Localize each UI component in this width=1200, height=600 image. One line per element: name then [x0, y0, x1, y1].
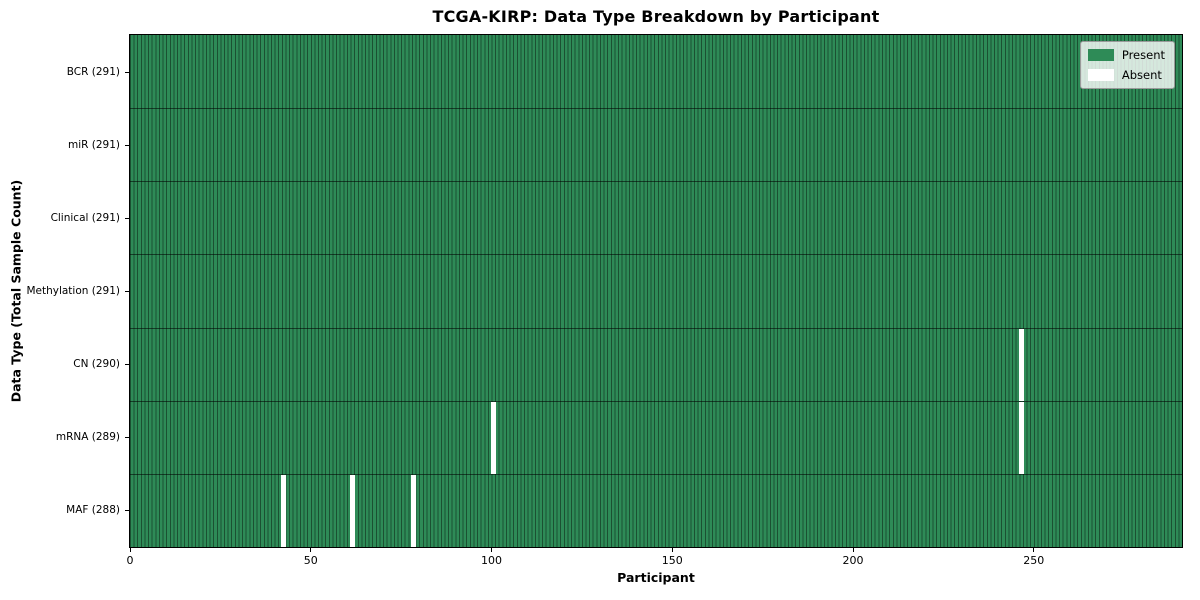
x-tick-label: 50 — [303, 554, 318, 567]
legend-label: Present — [1121, 48, 1165, 62]
x-tick-mark — [671, 548, 673, 552]
x-tick-mark — [1033, 548, 1035, 552]
y-tick-label: Clinical (291) — [50, 211, 120, 224]
absent-cell-marker — [1018, 328, 1024, 401]
y-tick-mark — [125, 510, 129, 512]
legend-swatch-absent — [1087, 69, 1114, 81]
absent-cell-marker — [490, 401, 496, 474]
datatype-row-mrna — [130, 400, 1182, 474]
y-tick-mark — [125, 144, 129, 146]
y-tick-label: Methylation (291) — [26, 285, 120, 297]
absent-cell-marker — [349, 474, 355, 547]
datatype-row-bcr — [130, 35, 1182, 108]
x-tick-label: 100 — [481, 554, 502, 567]
chart-title: TCGA-KIRP: Data Type Breakdown by Partic… — [432, 7, 880, 26]
x-tick-mark — [491, 548, 492, 552]
y-tick-mark — [125, 71, 129, 73]
datatype-row-maf — [130, 473, 1182, 547]
y-tick-mark — [125, 437, 129, 439]
y-tick-mark — [125, 291, 129, 292]
rows — [130, 35, 1182, 547]
x-tick-label: 0 — [126, 554, 134, 567]
legend-entry-present: Present — [1087, 48, 1165, 62]
legend-entry-absent: Absent — [1087, 68, 1165, 82]
x-tick-label: 200 — [842, 554, 864, 567]
plot-area: Present Absent — [129, 34, 1183, 548]
x-axis-label: Participant — [617, 570, 695, 585]
y-tick-label: MAF (288) — [66, 504, 120, 517]
legend: Present Absent — [1079, 41, 1175, 89]
y-tick-mark — [125, 364, 129, 366]
y-tick-mark — [125, 217, 129, 219]
x-tick-mark — [310, 548, 312, 552]
absent-cell-marker — [1018, 401, 1024, 474]
absent-cell-marker — [411, 474, 417, 547]
legend-swatch-present — [1087, 49, 1114, 61]
y-tick-label: miR (291) — [67, 138, 120, 151]
x-tick-mark — [852, 548, 854, 552]
datatype-row-cn — [130, 327, 1182, 401]
x-tick-label: 250 — [1023, 554, 1045, 567]
absent-cell-marker — [281, 474, 287, 547]
datatype-row-methylation — [130, 254, 1182, 327]
y-tick-label: CN (290) — [73, 358, 120, 371]
x-tick-mark — [129, 548, 131, 552]
datatype-row-clinical — [130, 181, 1182, 254]
y-tick-label: mRNA (289) — [55, 431, 120, 444]
y-tick-label: BCR (291) — [66, 65, 120, 78]
legend-label: Absent — [1121, 68, 1162, 82]
datatype-row-mir — [130, 108, 1182, 181]
x-tick-label: 150 — [661, 554, 683, 567]
